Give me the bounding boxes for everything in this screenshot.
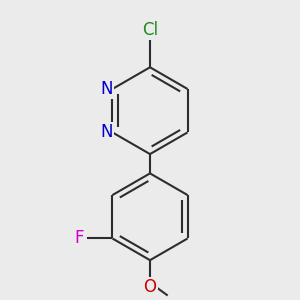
Text: N: N <box>100 80 113 98</box>
Text: Cl: Cl <box>142 21 158 39</box>
Text: F: F <box>74 230 83 247</box>
Text: O: O <box>143 278 157 296</box>
Text: N: N <box>100 123 113 141</box>
